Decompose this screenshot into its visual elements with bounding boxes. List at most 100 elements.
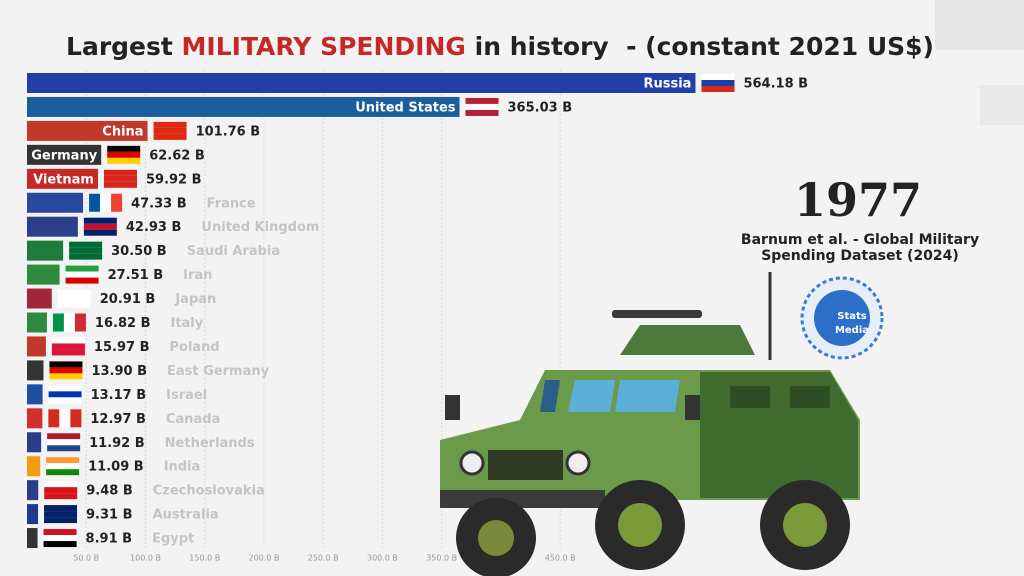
flag xyxy=(48,385,82,404)
flag-stripe xyxy=(44,505,78,512)
logo-text: Stats xyxy=(837,311,867,322)
flag xyxy=(89,193,123,212)
flag-stripe xyxy=(43,535,77,542)
flag xyxy=(83,217,117,236)
hub xyxy=(783,503,827,547)
vent xyxy=(730,386,770,408)
bar xyxy=(27,432,42,453)
grille xyxy=(488,450,563,480)
flag-stripe xyxy=(465,97,499,104)
category-label: Japan xyxy=(174,292,216,307)
category-label: India xyxy=(164,460,201,475)
flag-stripe xyxy=(153,133,187,140)
flag-stripe xyxy=(107,145,141,152)
flag-stripe xyxy=(103,175,137,182)
flag-stripe xyxy=(57,289,91,296)
category-label: Australia xyxy=(153,508,219,523)
title-part: MILITARY SPENDING xyxy=(182,32,466,61)
bar xyxy=(27,120,148,141)
bar xyxy=(27,192,84,213)
value-label: 15.97 B xyxy=(94,340,150,355)
flag-stripe xyxy=(57,301,91,308)
window xyxy=(615,380,680,412)
flag xyxy=(65,265,99,284)
side xyxy=(700,372,858,498)
flag-stripe xyxy=(49,361,83,368)
flag xyxy=(51,337,85,356)
title-part: in history - (constant 2021 US$) xyxy=(466,32,934,61)
flag-stripe xyxy=(465,109,499,116)
x-tick-label: 100.0 B xyxy=(130,554,161,563)
bar xyxy=(27,264,60,285)
decor xyxy=(980,85,1024,125)
x-tick-label: 250.0 B xyxy=(308,554,339,563)
bar xyxy=(27,73,696,93)
flag xyxy=(103,169,137,188)
flag-stripe xyxy=(57,295,91,302)
flag xyxy=(46,457,80,476)
flag-stripe xyxy=(111,193,123,212)
flag-stripe xyxy=(43,529,77,536)
flag xyxy=(44,505,78,524)
flag-stripe xyxy=(69,241,103,248)
flag-stripe xyxy=(46,463,80,470)
value-label: 42.93 B xyxy=(126,220,182,235)
value-label: 62.62 B xyxy=(149,148,205,163)
flag xyxy=(49,361,83,380)
value-label: 47.33 B xyxy=(131,196,187,211)
flag-stripe xyxy=(65,265,99,272)
flag-stripe xyxy=(44,511,78,518)
value-label: 9.48 B xyxy=(86,484,133,499)
flag-stripe xyxy=(63,313,75,332)
logo-text: Media xyxy=(835,325,869,336)
headlight xyxy=(565,450,591,476)
flag xyxy=(44,481,78,500)
x-tick-label: 300.0 B xyxy=(367,554,398,563)
flag-stripe xyxy=(103,181,137,188)
value-label: 11.92 B xyxy=(89,436,145,451)
x-tick-label: 350.0 B xyxy=(426,554,457,563)
flag-stripe xyxy=(51,337,85,344)
bar xyxy=(27,216,78,237)
flag-stripe xyxy=(107,151,141,158)
flag-stripe xyxy=(153,127,187,134)
plot: 50.0 B 100.0 B 150.0 B 200.0 B 250.0 B 300.0 … xyxy=(27,70,808,563)
value-label: 13.17 B xyxy=(91,388,147,403)
flag-stripe xyxy=(65,271,99,278)
category-label: Canada xyxy=(166,412,220,427)
bar xyxy=(27,96,460,117)
value-label: 564.18 B xyxy=(743,77,808,92)
hub xyxy=(618,503,662,547)
category-label: East Germany xyxy=(167,364,270,379)
window xyxy=(568,380,615,412)
bar xyxy=(27,360,44,381)
value-label: 12.97 B xyxy=(90,412,146,427)
chart-title: Largest MILITARY SPENDING in history - (… xyxy=(66,32,934,61)
bar xyxy=(27,480,39,501)
flag-stripe xyxy=(47,439,81,446)
x-tick-label: 200.0 B xyxy=(249,554,280,563)
flag-stripe xyxy=(465,103,499,110)
hub xyxy=(478,520,514,556)
flag-stripe xyxy=(59,409,71,428)
category-label: Saudi Arabia xyxy=(187,244,280,259)
bar xyxy=(27,288,52,309)
title-part: Largest xyxy=(66,32,182,61)
flag xyxy=(57,289,91,308)
flag xyxy=(465,97,499,116)
flag-stripe xyxy=(74,313,86,332)
value-label: 13.90 B xyxy=(91,364,147,379)
category-label: Israel xyxy=(166,388,207,403)
value-label: 11.09 B xyxy=(88,460,144,475)
flag xyxy=(69,241,103,260)
flag xyxy=(153,121,187,140)
flag-stripe xyxy=(44,517,78,524)
flag-stripe xyxy=(701,80,735,86)
bar-label: Vietnam xyxy=(33,172,94,187)
flag-stripe xyxy=(701,74,735,80)
flag xyxy=(47,433,81,452)
value-label: 365.03 B xyxy=(508,100,573,115)
value-label: 16.82 B xyxy=(95,316,151,331)
source-box: Barnum et al. - Global Military Spending… xyxy=(741,232,979,264)
